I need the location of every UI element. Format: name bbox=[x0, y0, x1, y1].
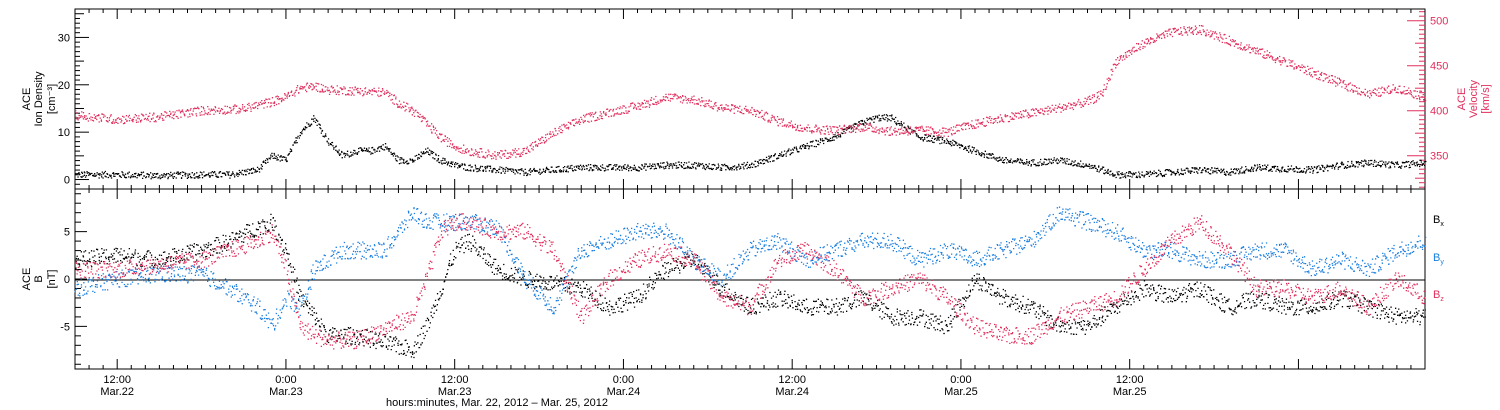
density-tick-label: 30 bbox=[58, 32, 70, 44]
bz-series bbox=[75, 213, 1426, 350]
velocity-axis-title-line-2: Velocity bbox=[1468, 80, 1480, 118]
time-tick-label: 12:00 bbox=[441, 374, 469, 386]
velocity-tick-label: 450 bbox=[1430, 61, 1448, 73]
density-tick-label: 0 bbox=[64, 175, 70, 187]
legend-by: By bbox=[1433, 252, 1444, 266]
b-axis-title-line-1: ACE bbox=[21, 268, 33, 291]
density-tick-label: 20 bbox=[58, 80, 70, 92]
date-tick-label: Mar.25 bbox=[944, 386, 978, 398]
date-tick-label: Mar.24 bbox=[775, 386, 809, 398]
density-axis-title-line-3: [cm⁻³] bbox=[46, 84, 58, 114]
b-tick-label: -5 bbox=[60, 321, 70, 333]
date-tick-label: Mar.25 bbox=[1113, 386, 1147, 398]
density-axis-title-line-2: Ion Density bbox=[33, 71, 45, 127]
time-tick-label: 12:00 bbox=[103, 374, 131, 386]
density-tick-label: 10 bbox=[58, 127, 70, 139]
time-tick-label: 0:00 bbox=[950, 374, 971, 386]
time-tick-label: 0:00 bbox=[613, 374, 634, 386]
x-axis-title: hours:minutes, Mar. 22, 2012 – Mar. 25, … bbox=[386, 397, 608, 409]
legend-bx: Bx bbox=[1433, 214, 1444, 228]
b-tick-label: 5 bbox=[64, 227, 70, 239]
time-tick-label: 0:00 bbox=[275, 374, 296, 386]
density-axis-title-line-1: ACE bbox=[21, 88, 33, 111]
by-series bbox=[74, 206, 1427, 331]
density-series bbox=[74, 114, 1427, 180]
velocity-axis-title: ACE Velocity [km/s] bbox=[1456, 80, 1492, 118]
date-tick-label: Mar.22 bbox=[100, 386, 134, 398]
velocity-tick-label: 400 bbox=[1430, 106, 1448, 118]
date-tick-label: Mar.24 bbox=[607, 386, 641, 398]
b-axis-title-line-2: B bbox=[33, 275, 45, 282]
b-axis-title: ACE B [nT] bbox=[21, 268, 58, 291]
time-tick-label: 12:00 bbox=[778, 374, 806, 386]
velocity-axis-title-line-1: ACE bbox=[1456, 88, 1468, 111]
date-tick-label: Mar.23 bbox=[269, 386, 303, 398]
date-tick-label: Mar.23 bbox=[438, 386, 472, 398]
bottom-panel-frame bbox=[74, 188, 1426, 370]
velocity-tick-label: 350 bbox=[1430, 151, 1448, 163]
velocity-series bbox=[75, 24, 1427, 160]
velocity-axis-title-line-3: [km/s] bbox=[1480, 84, 1492, 113]
velocity-tick-label: 500 bbox=[1430, 16, 1448, 28]
legend-bz: Bz bbox=[1433, 289, 1444, 303]
time-tick-label: 12:00 bbox=[1116, 374, 1144, 386]
b-tick-label: 0 bbox=[64, 274, 70, 286]
density-axis-title: ACE Ion Density [cm⁻³] bbox=[21, 71, 58, 127]
b-axis-title-line-3: [nT] bbox=[46, 270, 58, 289]
bx-series bbox=[75, 213, 1426, 359]
